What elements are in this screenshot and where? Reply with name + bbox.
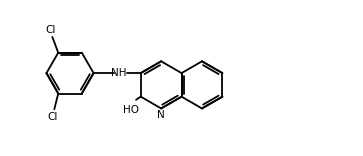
Text: N: N <box>157 110 165 120</box>
Text: HO: HO <box>123 105 139 115</box>
Text: Cl: Cl <box>47 112 57 122</box>
Text: Cl: Cl <box>45 25 56 35</box>
Text: NH: NH <box>111 68 127 78</box>
